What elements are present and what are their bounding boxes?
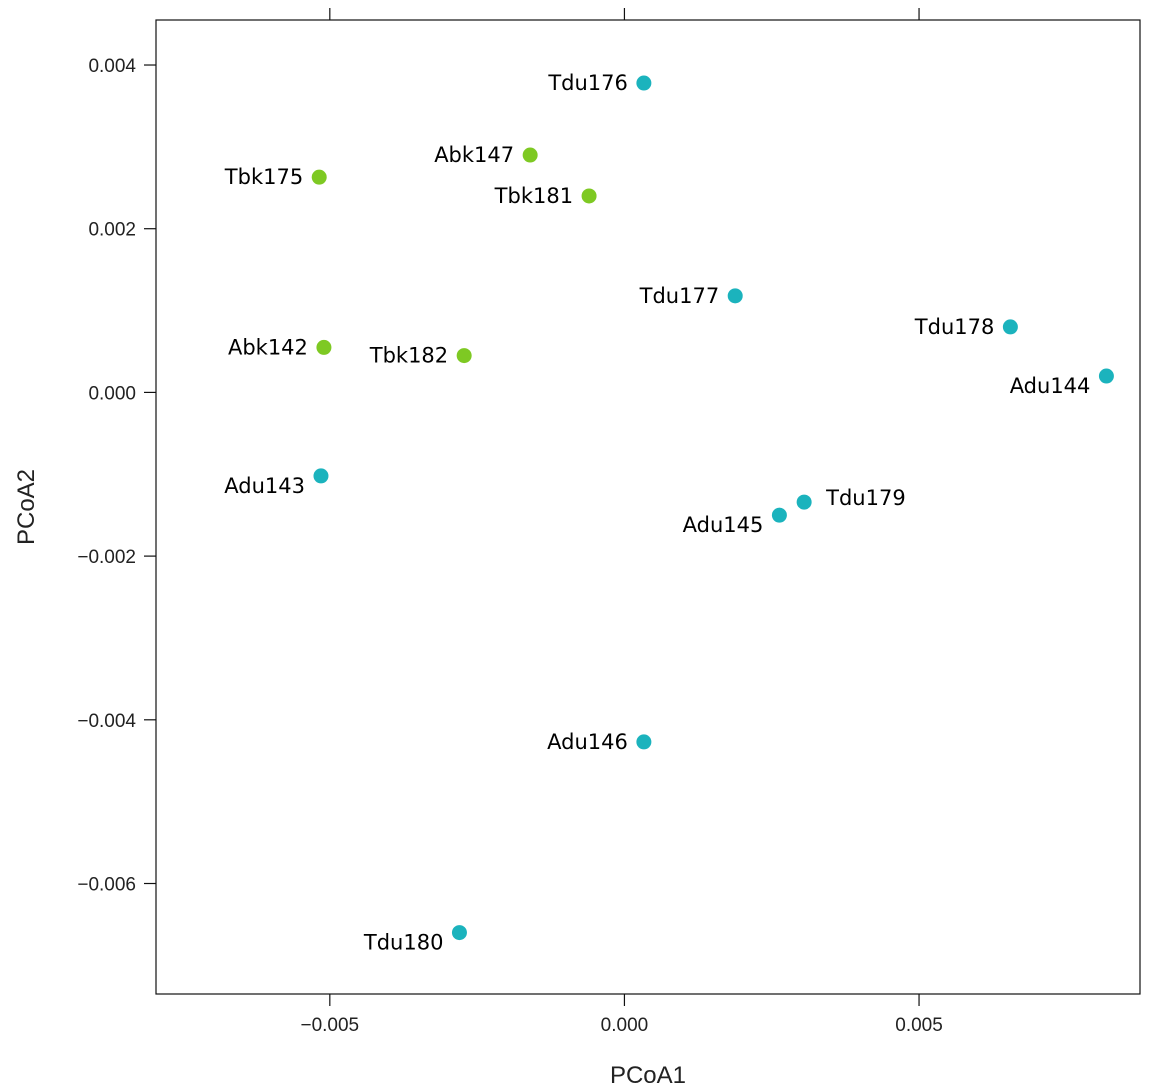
x-tick-label: 0.005: [895, 1015, 943, 1036]
y-tick-label: 0.004: [88, 56, 136, 77]
point-label: Tbk182: [369, 344, 448, 368]
point-label: Adu143: [224, 474, 305, 498]
point-label: Tdu180: [363, 931, 444, 955]
point-label: Tdu178: [914, 315, 995, 339]
x-tick-label: −0.005: [300, 1015, 359, 1036]
point-label: Tbk181: [494, 184, 573, 208]
data-point: [727, 288, 743, 304]
data-point: [451, 925, 467, 941]
y-tick-label: 0.002: [88, 220, 136, 241]
data-point: [796, 494, 812, 510]
y-axis-title: PCoA2: [13, 469, 40, 545]
y-tick-label: −0.006: [77, 875, 136, 896]
data-point: [581, 188, 597, 204]
y-axis: 0.004 0.002 0.000 −0.002 −0.004 −0.006: [77, 56, 156, 896]
data-point: [636, 734, 652, 750]
data-points: Tdu176 Abk147 Tbk175 Tbk181 Tdu177 Tdu178 Abk1…: [224, 71, 1114, 955]
x-axis: −0.005 0.000 0.005: [300, 8, 943, 1036]
data-point: [636, 75, 652, 91]
data-point: [316, 339, 332, 355]
x-axis-title: PCoA1: [610, 1062, 686, 1087]
data-point: [771, 507, 787, 523]
data-point: [311, 169, 327, 185]
x-tick-label: 0.000: [601, 1015, 649, 1036]
point-label: Abk142: [228, 335, 308, 359]
y-tick-label: −0.004: [77, 711, 136, 732]
point-label: Abk147: [434, 143, 514, 167]
data-point: [522, 147, 538, 163]
point-label: Tdu177: [639, 284, 720, 308]
data-point: [1002, 319, 1018, 335]
point-label: Adu146: [547, 730, 628, 754]
data-point: [1098, 368, 1114, 384]
y-tick-label: −0.002: [77, 547, 136, 568]
data-point: [456, 348, 472, 364]
point-label: Tdu176: [547, 71, 628, 95]
y-tick-label: 0.000: [88, 383, 136, 404]
data-point: [313, 468, 329, 484]
point-label: Tdu179: [825, 486, 906, 510]
point-label: Adu144: [1010, 374, 1091, 398]
point-label: Tbk175: [224, 165, 303, 189]
point-label: Adu145: [683, 513, 764, 537]
plot-frame: [155, 19, 1141, 995]
